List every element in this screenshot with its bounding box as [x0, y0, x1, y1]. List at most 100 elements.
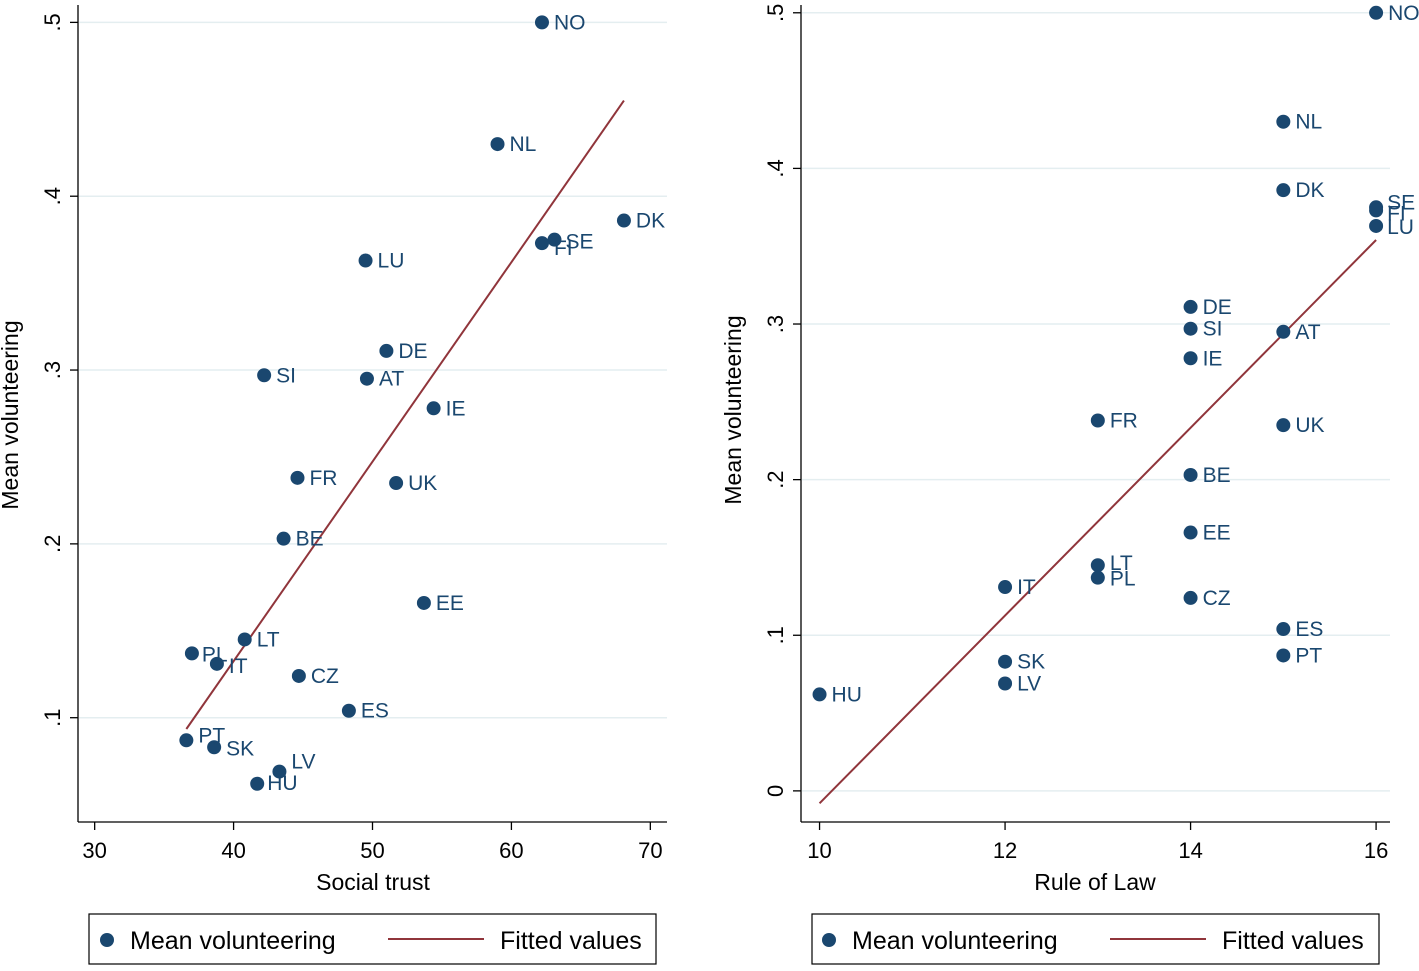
point-ie [1183, 351, 1198, 366]
point-pl [1090, 570, 1105, 585]
point-label-de: DE [398, 340, 427, 363]
y-tick-label: .1 [40, 709, 65, 727]
point-pl [184, 646, 199, 661]
point-lv [998, 676, 1013, 691]
legend: Mean volunteering Fitted values [811, 913, 1380, 965]
point-label-nl: NL [1295, 111, 1322, 134]
point-label-sk: SK [1017, 651, 1045, 674]
x-tick-label: 70 [638, 838, 662, 863]
point-label-fi: FI [1387, 202, 1406, 225]
point-label-hu: HU [267, 772, 297, 795]
point-lt [1090, 558, 1105, 573]
point-nl [1276, 114, 1291, 129]
point-cz [291, 668, 306, 683]
point-label-lt: LT [1110, 552, 1133, 575]
point-label-be: BE [1203, 464, 1231, 487]
gridlines [79, 21, 667, 719]
legend-line-label: Fitted values [1222, 927, 1364, 955]
point-lv [272, 764, 287, 779]
point-fi [1369, 203, 1384, 218]
point-label-uk: UK [408, 472, 437, 495]
point-ie [426, 401, 441, 416]
point-sk [998, 654, 1013, 669]
axes: .1 .2 .3 .4 .5 30 40 50 60 70 [40, 5, 667, 863]
point-label-dk: DK [1295, 179, 1324, 202]
point-label-at: AT [379, 368, 404, 391]
point-be [276, 531, 291, 546]
point-label-cz: CZ [311, 665, 339, 688]
legend-marker-symbol [100, 933, 114, 947]
point-si [1183, 321, 1198, 336]
y-tick-label: 0 [763, 785, 788, 797]
point-uk [389, 476, 404, 491]
x-tick-label: 40 [221, 838, 245, 863]
point-label-pt: PT [1295, 644, 1322, 667]
point-pt [1276, 648, 1291, 663]
y-tick-label: .4 [763, 159, 788, 177]
x-tick-label: 30 [82, 838, 106, 863]
point-pt [179, 733, 194, 748]
point-nl [490, 137, 505, 152]
point-label-lv: LV [291, 751, 315, 774]
point-label-at: AT [1295, 321, 1320, 344]
x-axis-title: Rule of Law [1034, 869, 1156, 895]
point-hu [812, 687, 827, 702]
legend-marker-symbol [822, 933, 836, 947]
point-label-nl: NL [510, 133, 537, 156]
point-label-no: NO [554, 11, 586, 34]
point-label-cz: CZ [1203, 587, 1231, 610]
y-axis-title: Mean volunteering [720, 315, 746, 504]
y-tick-label: .2 [40, 535, 65, 553]
point-dk [616, 213, 631, 228]
point-de [379, 343, 394, 358]
point-be [1183, 467, 1198, 482]
point-label-ee: EE [436, 592, 464, 615]
point-cz [1183, 590, 1198, 605]
point-no [1369, 5, 1384, 20]
legend-marker-label: Mean volunteering [852, 927, 1058, 955]
x-tick-label: 14 [1178, 838, 1202, 863]
y-axis-title: Mean volunteering [0, 320, 23, 509]
point-si [257, 368, 272, 383]
point-label-fr: FR [1110, 410, 1138, 433]
point-label-lv: LV [1017, 672, 1041, 695]
point-label-fr: FR [309, 467, 337, 490]
point-no [534, 15, 549, 30]
point-label-it: IT [1017, 576, 1036, 599]
point-es [1276, 622, 1291, 637]
point-hu [250, 776, 265, 791]
point-label-be: BE [296, 528, 324, 551]
point-de [1183, 299, 1198, 314]
legend: Mean volunteering Fitted values [88, 913, 657, 965]
point-ee [416, 595, 431, 610]
point-label-ie: IE [1203, 347, 1223, 370]
y-tick-label: .5 [40, 13, 65, 31]
point-label-si: SI [1203, 318, 1223, 341]
point-at [1276, 324, 1291, 339]
legend-marker-label: Mean volunteering [130, 927, 336, 955]
y-tick-label: .3 [40, 361, 65, 379]
point-lu [1369, 218, 1384, 233]
y-tick-label: .3 [763, 315, 788, 333]
point-sk [207, 740, 222, 755]
point-uk [1276, 418, 1291, 433]
x-tick-label: 16 [1364, 838, 1388, 863]
fitted-line [185, 100, 625, 730]
point-es [341, 703, 356, 718]
y-tick-label: .5 [763, 4, 788, 22]
point-fi [534, 236, 549, 251]
point-it [209, 656, 224, 671]
point-fr [1090, 413, 1105, 428]
y-tick-label: .1 [763, 626, 788, 644]
point-label-it: IT [229, 655, 248, 678]
fitted-line-layer [185, 100, 625, 730]
point-dk [1276, 183, 1291, 198]
axes: 0 .1 .2 .3 .4 .5 10 12 14 16 [763, 4, 1390, 863]
point-it [998, 580, 1013, 595]
point-lu [358, 253, 373, 268]
point-label-fi: FI [554, 237, 573, 260]
point-fr [290, 470, 305, 485]
